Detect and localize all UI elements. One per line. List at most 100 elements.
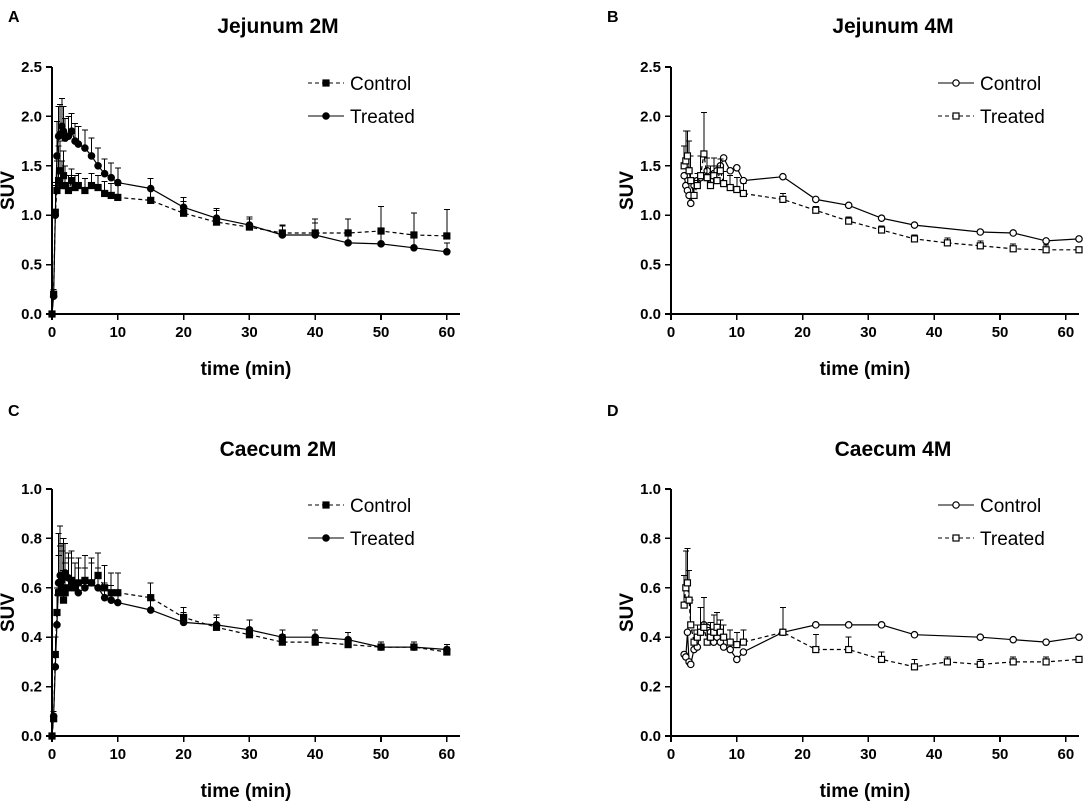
data-point: [706, 181, 715, 190]
data-point: [49, 292, 58, 301]
series-treated: [48, 525, 451, 740]
x-tick-label: 10: [109, 324, 126, 341]
chart-title: Jejunum 2M: [217, 15, 338, 38]
data-point: [51, 663, 60, 671]
y-tick-label: 1.5: [21, 158, 42, 175]
data-point: [680, 601, 688, 609]
data-point: [344, 239, 352, 247]
data-point: [94, 183, 102, 192]
data-point: [1075, 246, 1083, 254]
legend-label: Treated: [980, 529, 1045, 550]
chart-title: Caecum 2M: [220, 438, 337, 461]
y-axis-label: SUV: [617, 593, 638, 632]
data-point: [107, 191, 115, 200]
data-point: [179, 618, 188, 627]
y-tick-label: 0.4: [640, 629, 662, 646]
panel-letter-c: C: [8, 403, 20, 420]
data-point: [278, 633, 287, 642]
data-point: [74, 181, 82, 190]
data-point: [146, 606, 155, 614]
y-tick-label: 0.0: [21, 306, 42, 323]
data-point: [1009, 635, 1017, 644]
chart-panel-c: Caecum 2M 0.0 0.2 0.4 0.6 0.8 1.0 0 10 20 30 40 50 60…: [0, 438, 460, 802]
legend-marker: [322, 112, 330, 120]
data-point: [877, 226, 886, 234]
y-tick-label: 1.0: [640, 207, 661, 224]
data-point: [48, 310, 56, 318]
data-point: [693, 181, 701, 190]
data-point: [107, 596, 116, 604]
data-point: [910, 663, 919, 671]
data-point: [713, 177, 721, 185]
series-control: [48, 140, 451, 318]
data-point: [410, 231, 418, 239]
series-treated: [680, 111, 1083, 254]
data-point: [686, 199, 695, 208]
legend-marker: [952, 79, 960, 87]
data-point: [179, 203, 188, 212]
y-tick-label: 0.0: [640, 306, 661, 323]
panel-letter-a: A: [8, 9, 20, 26]
panel-letter-b: B: [607, 9, 619, 26]
x-tick-label: 20: [175, 324, 192, 341]
legend-marker: [952, 501, 960, 509]
data-point: [739, 176, 748, 185]
data-point: [53, 186, 61, 195]
chart-title: Caecum 4M: [835, 438, 952, 461]
data-point: [739, 648, 748, 656]
data-point: [720, 633, 728, 641]
y-tick-label: 0.0: [21, 728, 42, 745]
data-point: [700, 150, 708, 158]
x-axis-label: time (min): [820, 781, 911, 802]
legend-label: Control: [350, 496, 411, 517]
legend-label: Control: [980, 74, 1041, 95]
data-point: [87, 181, 96, 190]
data-point: [1009, 658, 1017, 666]
data-point: [48, 732, 56, 740]
data-point: [1042, 246, 1050, 254]
data-point: [49, 712, 58, 721]
y-tick-label: 2.5: [640, 59, 661, 76]
x-axis-label: time (min): [201, 781, 292, 802]
data-point: [87, 579, 96, 587]
legend-marker: [322, 79, 330, 87]
legend-marker: [322, 534, 330, 542]
data-point: [844, 621, 853, 629]
data-point: [443, 232, 451, 240]
legend-label: Control: [350, 74, 411, 95]
x-tick-label: 10: [728, 746, 745, 763]
data-point: [87, 152, 96, 160]
data-point: [877, 621, 886, 629]
chart-panel-a: Jejunum 2M 0.0 0.5 1.0 1.5 2.0 2.5 0 10 20 30 40 50 6…: [0, 15, 460, 380]
data-point: [739, 189, 747, 198]
panel-letter-d: D: [607, 403, 619, 420]
legend-label: Treated: [350, 107, 415, 128]
x-tick-label: 30: [241, 746, 258, 763]
x-tick-label: 50: [992, 746, 1009, 763]
y-tick-label: 1.0: [640, 481, 661, 498]
data-point: [726, 166, 735, 175]
y-tick-label: 1.0: [21, 481, 42, 498]
data-point: [910, 630, 919, 639]
x-tick-label: 60: [438, 746, 455, 763]
data-point: [114, 598, 122, 607]
x-tick-label: 40: [307, 746, 324, 763]
data-point: [51, 211, 60, 220]
data-point: [719, 154, 728, 162]
data-point: [779, 628, 787, 636]
data-point: [845, 217, 853, 225]
x-tick-label: 20: [175, 746, 192, 763]
data-point: [212, 214, 221, 222]
y-tick-label: 0.2: [640, 679, 661, 696]
y-tick-label: 0.5: [640, 257, 661, 274]
x-tick-label: 40: [307, 324, 324, 341]
data-point: [719, 643, 728, 651]
series-treated: [48, 98, 451, 318]
chart-panel-d: Caecum 4M 0.0 0.2 0.4 0.6 0.8 1.0 0 10 20 30 40 50 60…: [617, 438, 1083, 802]
data-point: [877, 214, 886, 222]
data-point: [690, 191, 698, 200]
series-control: [680, 621, 1083, 669]
data-point: [180, 209, 188, 217]
data-point: [733, 641, 741, 649]
data-point: [100, 169, 109, 178]
